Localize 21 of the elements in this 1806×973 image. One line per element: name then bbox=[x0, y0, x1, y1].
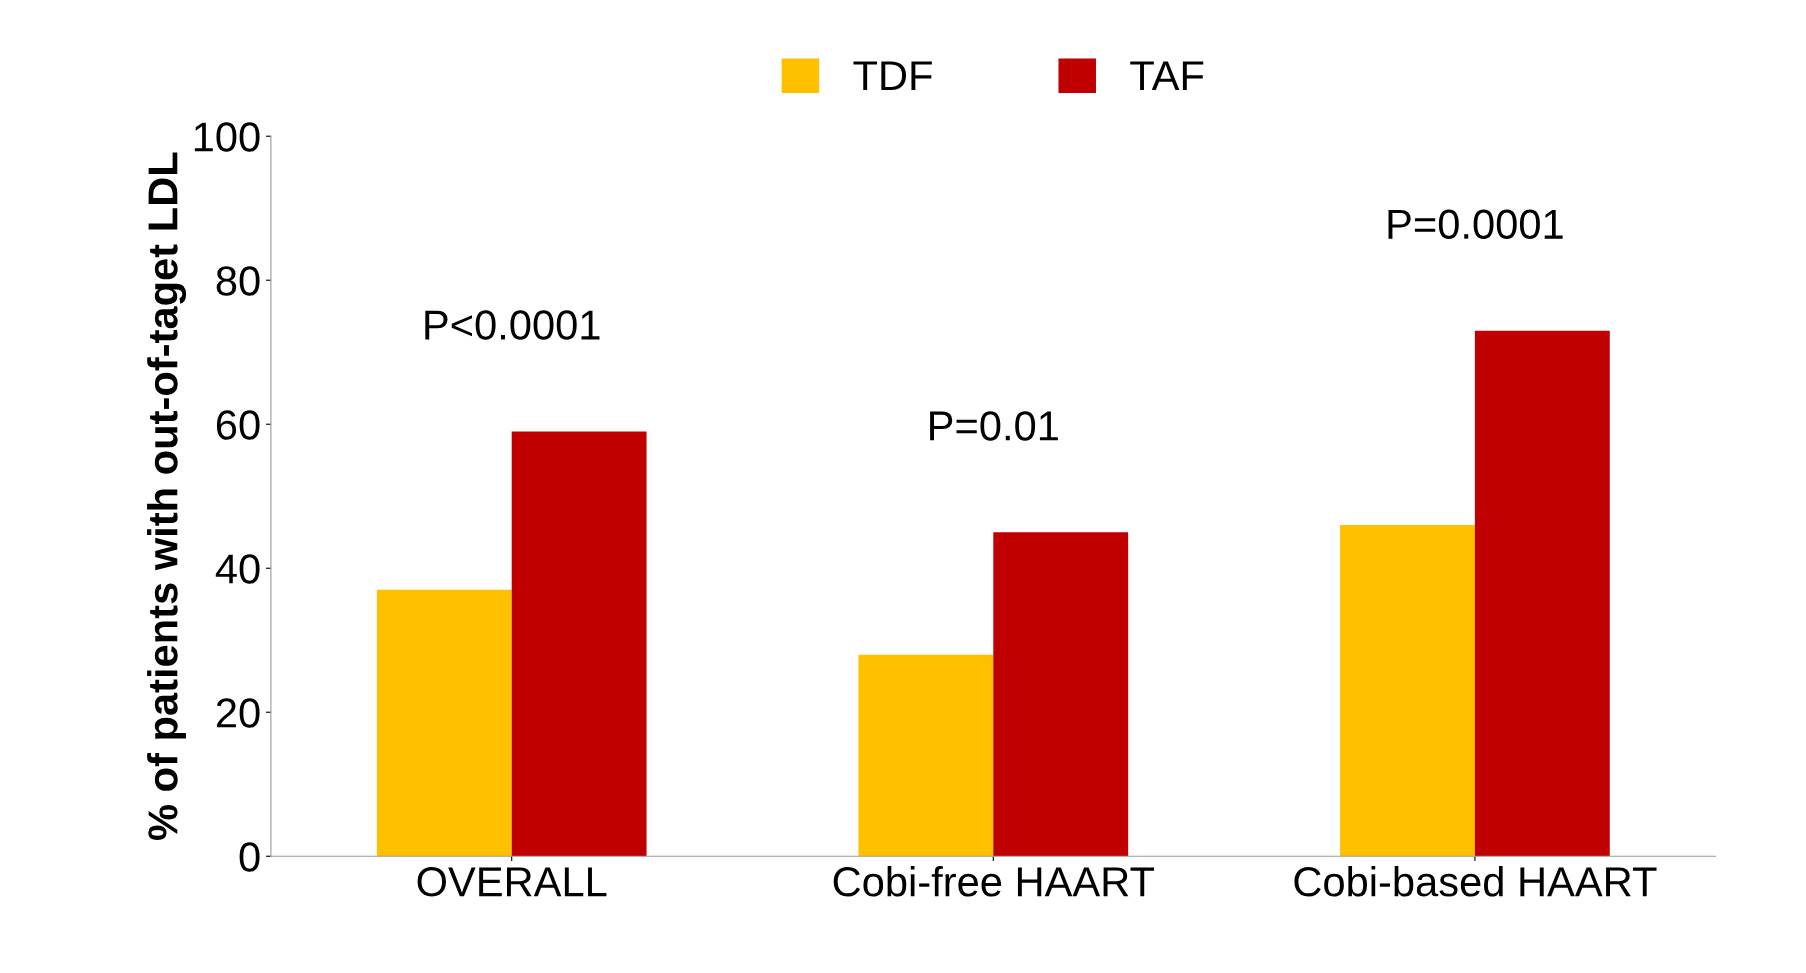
annotation: P=0.0001 bbox=[1388, 209, 1563, 240]
y-tick-label: 100 bbox=[194, 122, 260, 152]
annotation: P<0.0001 bbox=[425, 310, 600, 340]
y-tick-label: 60 bbox=[216, 410, 260, 440]
x-tick-label: Cobi-free HAART bbox=[833, 865, 1155, 897]
y-axis-title: % of patients with out-of-taget LDL bbox=[147, 152, 187, 841]
annotation: P=0.01 bbox=[930, 411, 1058, 441]
y-tick-label: 0 bbox=[239, 842, 260, 872]
bar bbox=[1340, 525, 1475, 857]
y-tick-label: 40 bbox=[215, 554, 260, 584]
bar bbox=[858, 654, 994, 857]
bar bbox=[376, 589, 512, 857]
x-tick-label: OVERALL bbox=[417, 867, 607, 897]
bar bbox=[511, 431, 647, 857]
legend-label: TDF bbox=[853, 61, 932, 91]
x-tick-label: Cobi-based HAART bbox=[1294, 865, 1657, 897]
legend-label: TAF bbox=[1130, 61, 1204, 91]
y-tick-label: 20 bbox=[216, 698, 260, 728]
bar bbox=[1474, 330, 1610, 857]
bar bbox=[993, 532, 1129, 857]
y-tick-label: 80 bbox=[216, 266, 260, 296]
